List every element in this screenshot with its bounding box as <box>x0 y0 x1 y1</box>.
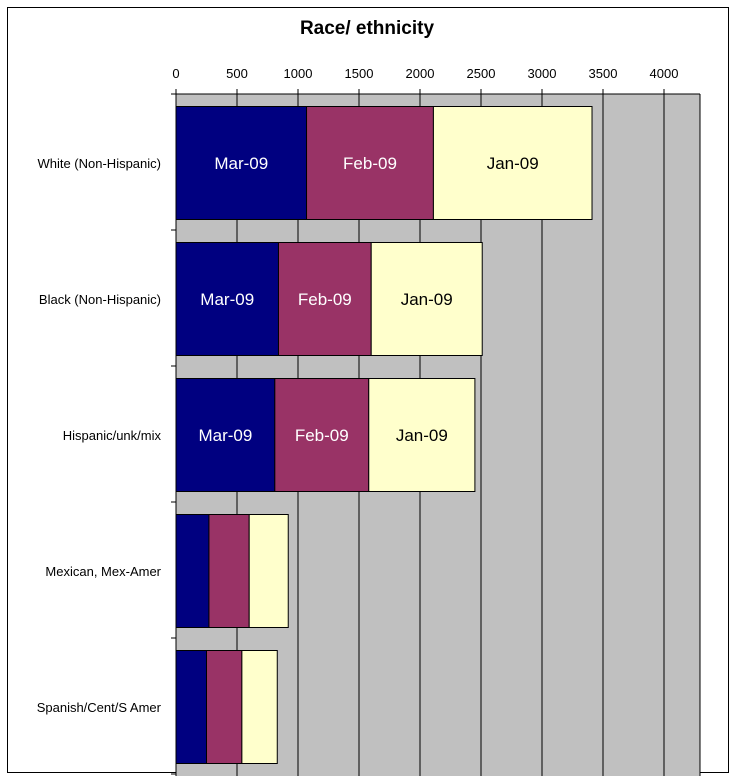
x-tick-label: 0 <box>172 66 179 81</box>
bar-segment <box>248 514 289 628</box>
x-tick-label: 3500 <box>589 66 618 81</box>
bar-segment <box>175 514 210 628</box>
category-label: Mexican, Mex-Amer <box>45 564 161 579</box>
segment-label: Feb-09 <box>298 290 352 309</box>
bar-segment <box>306 106 434 220</box>
bar-segment <box>368 378 476 492</box>
segment-label: Jan-09 <box>487 154 539 173</box>
segment-label: Mar-09 <box>200 290 254 309</box>
segment-label: Mar-09 <box>214 154 268 173</box>
x-tick-label: 1000 <box>284 66 313 81</box>
segment-label: Feb-09 <box>295 426 349 445</box>
segment-label: Feb-09 <box>343 154 397 173</box>
segment-label: Mar-09 <box>198 426 252 445</box>
bar-segment <box>206 650 243 764</box>
bar-segment <box>175 106 308 220</box>
category-label: Hispanic/unk/mix <box>63 428 162 443</box>
x-tick-label: 2500 <box>467 66 496 81</box>
bar-segment <box>432 106 593 220</box>
x-tick-label: 4000 <box>650 66 679 81</box>
x-tick-label: 2000 <box>406 66 435 81</box>
bar-segment <box>175 650 207 764</box>
segment-label: Jan-09 <box>396 426 448 445</box>
chart-title: Race/ ethnicity <box>299 18 435 39</box>
x-tick-label: 1500 <box>345 66 374 81</box>
bar-segment <box>175 242 279 356</box>
x-tick-label: 500 <box>226 66 248 81</box>
bar-segment <box>274 378 370 492</box>
segment-label: Jan-09 <box>401 290 453 309</box>
bar-segment <box>370 242 483 356</box>
bar-segment <box>208 514 250 628</box>
bar-segment <box>277 242 372 356</box>
bar-segment <box>175 378 276 492</box>
bar-segment <box>241 650 278 764</box>
x-tick-label: 3000 <box>528 66 557 81</box>
category-label: Black (Non-Hispanic) <box>39 292 161 307</box>
category-label: Spanish/Cent/S Amer <box>37 700 162 715</box>
category-label: White (Non-Hispanic) <box>37 156 161 171</box>
